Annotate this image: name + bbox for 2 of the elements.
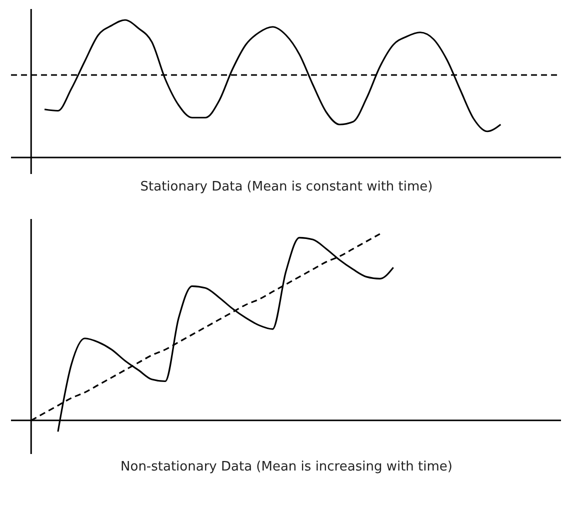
x-axis-title: Non-stationary Data (Mean is increasing with time) <box>120 460 452 474</box>
x-axis-title: Stationary Data (Mean is constant with time) <box>140 180 433 194</box>
